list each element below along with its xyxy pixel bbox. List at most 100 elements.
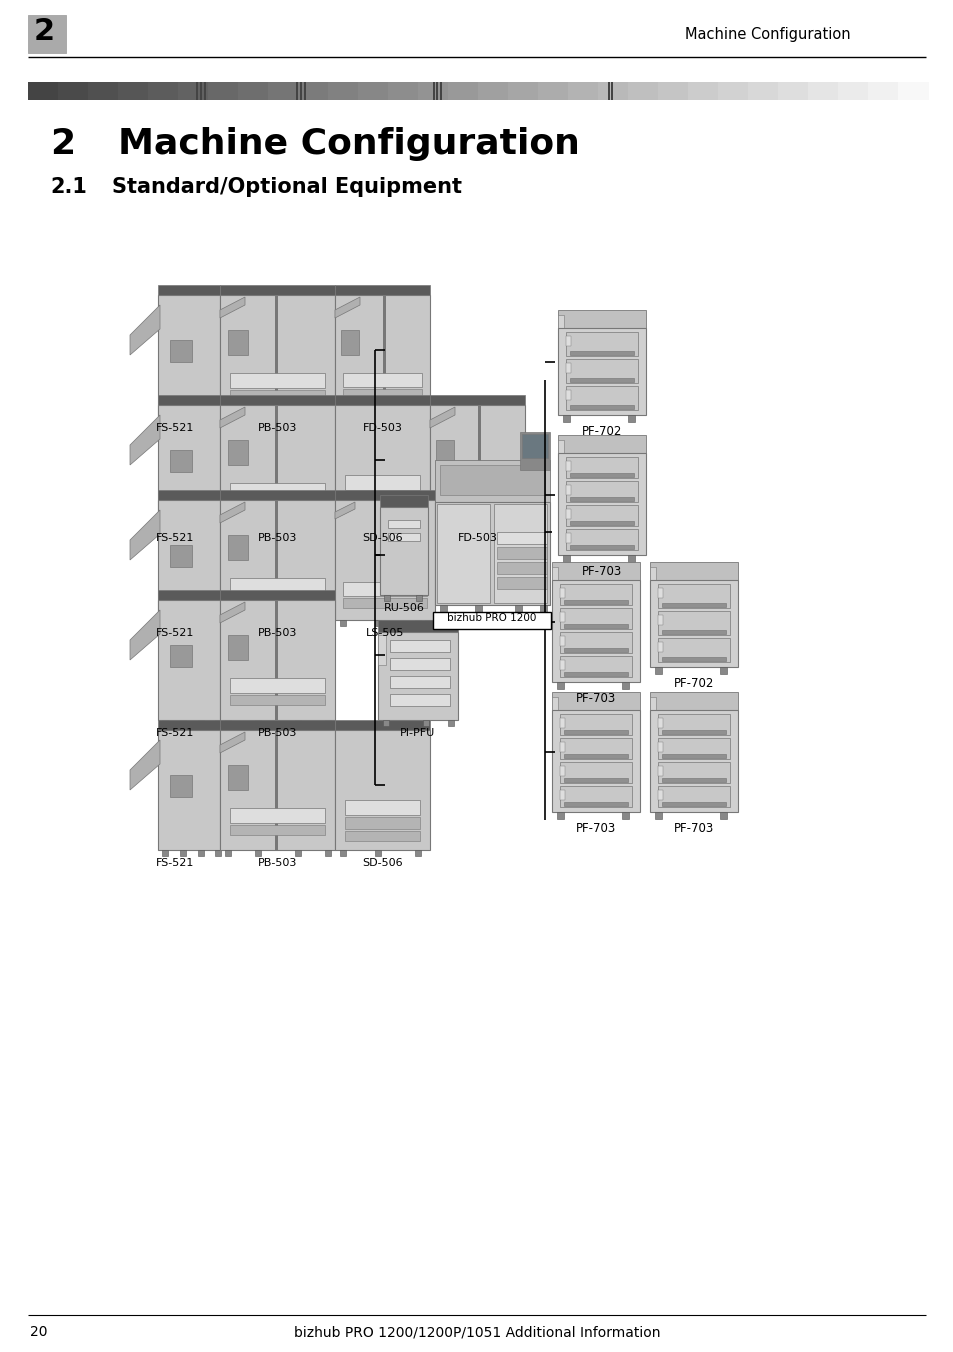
- Bar: [435, 460, 550, 502]
- Text: PF-703: PF-703: [576, 822, 616, 836]
- Bar: [230, 825, 325, 836]
- Bar: [658, 786, 729, 807]
- Bar: [559, 786, 631, 807]
- Bar: [497, 548, 546, 558]
- Bar: [335, 721, 430, 730]
- Bar: [254, 525, 261, 531]
- Bar: [552, 566, 558, 598]
- Bar: [294, 525, 301, 531]
- Bar: [254, 415, 261, 420]
- Bar: [567, 82, 598, 100]
- Bar: [569, 545, 634, 549]
- Bar: [495, 525, 500, 531]
- Bar: [415, 850, 420, 856]
- Bar: [718, 82, 748, 100]
- Bar: [204, 82, 206, 100]
- Bar: [158, 730, 220, 850]
- Polygon shape: [220, 407, 245, 429]
- Bar: [537, 82, 568, 100]
- Bar: [343, 389, 421, 399]
- Bar: [390, 658, 450, 671]
- Bar: [658, 742, 662, 752]
- Bar: [649, 698, 656, 727]
- Bar: [569, 406, 634, 410]
- Polygon shape: [220, 602, 245, 623]
- Bar: [220, 406, 335, 525]
- Bar: [747, 82, 779, 100]
- Bar: [379, 507, 428, 595]
- Bar: [377, 621, 457, 631]
- Bar: [230, 579, 325, 594]
- Text: FS-521: FS-521: [155, 859, 194, 868]
- Text: PB-503: PB-503: [257, 859, 297, 868]
- Bar: [477, 82, 509, 100]
- Bar: [28, 15, 66, 53]
- Bar: [448, 82, 478, 100]
- Bar: [335, 406, 430, 525]
- Bar: [325, 721, 331, 726]
- Bar: [658, 642, 662, 652]
- Bar: [230, 389, 325, 400]
- Bar: [658, 763, 729, 783]
- Bar: [384, 595, 390, 602]
- Bar: [424, 621, 431, 626]
- Bar: [416, 595, 421, 602]
- Bar: [552, 562, 639, 580]
- Bar: [274, 295, 277, 415]
- Bar: [220, 489, 335, 500]
- Polygon shape: [220, 731, 245, 753]
- Bar: [325, 621, 331, 626]
- Bar: [340, 330, 358, 356]
- Bar: [339, 525, 346, 531]
- Bar: [494, 504, 546, 603]
- Bar: [559, 742, 564, 752]
- Bar: [437, 483, 517, 498]
- Bar: [837, 82, 868, 100]
- Bar: [382, 295, 386, 415]
- Text: PF-702: PF-702: [673, 677, 714, 690]
- Bar: [558, 439, 563, 470]
- Bar: [661, 657, 725, 661]
- Bar: [430, 395, 524, 406]
- Text: FD-503: FD-503: [457, 533, 497, 544]
- Bar: [220, 295, 335, 415]
- Bar: [559, 714, 631, 735]
- Bar: [375, 525, 380, 531]
- Text: 20: 20: [30, 1325, 48, 1338]
- Bar: [28, 82, 59, 100]
- Text: FS-521: FS-521: [155, 627, 194, 638]
- Bar: [565, 481, 638, 502]
- Bar: [180, 415, 186, 420]
- Bar: [294, 721, 301, 726]
- Bar: [658, 611, 729, 635]
- Bar: [325, 525, 331, 531]
- Bar: [661, 777, 725, 781]
- Text: FD-503: FD-503: [362, 423, 402, 433]
- Bar: [565, 362, 571, 373]
- Bar: [230, 373, 325, 388]
- Bar: [497, 531, 546, 544]
- Bar: [377, 635, 386, 665]
- Text: PF-703: PF-703: [673, 822, 714, 836]
- Bar: [214, 850, 221, 856]
- Bar: [325, 850, 331, 856]
- Bar: [343, 581, 427, 596]
- Bar: [158, 295, 220, 415]
- Bar: [658, 588, 662, 598]
- Bar: [464, 525, 471, 531]
- Bar: [198, 721, 204, 726]
- Bar: [565, 457, 638, 479]
- Bar: [345, 506, 419, 516]
- Bar: [220, 730, 335, 850]
- Bar: [230, 483, 325, 498]
- Bar: [559, 631, 631, 653]
- Bar: [415, 621, 420, 626]
- Bar: [565, 529, 638, 550]
- Bar: [658, 615, 662, 625]
- Bar: [565, 508, 571, 519]
- Bar: [439, 465, 544, 495]
- Bar: [497, 577, 546, 589]
- Bar: [563, 625, 627, 627]
- Bar: [180, 621, 186, 626]
- Bar: [158, 406, 220, 525]
